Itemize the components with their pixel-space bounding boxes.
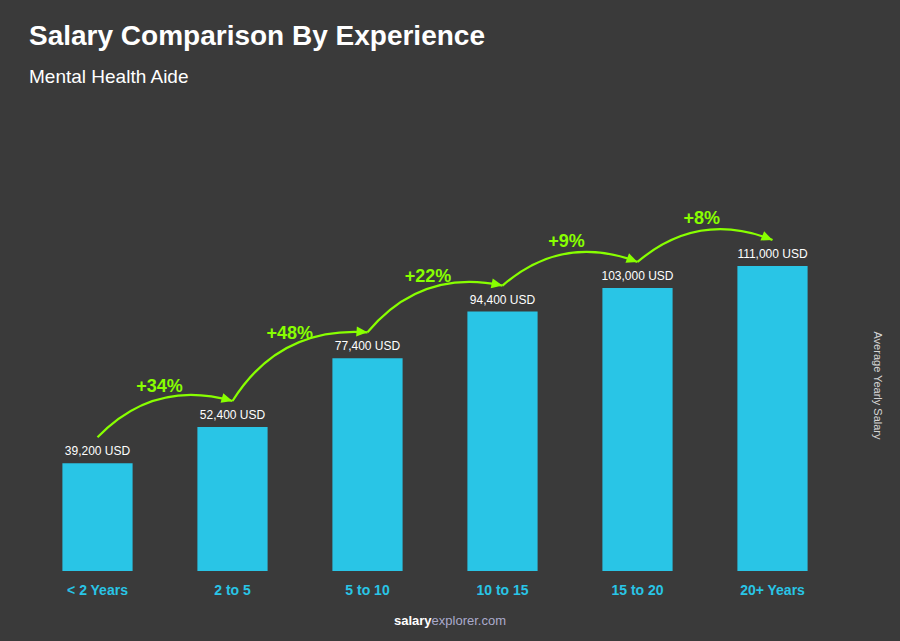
svg-text:< 2 Years: < 2 Years (67, 582, 128, 598)
svg-text:+34%: +34% (136, 376, 183, 396)
svg-text:10 to 15: 10 to 15 (476, 582, 528, 598)
svg-text:77,400 USD: 77,400 USD (335, 339, 401, 353)
svg-text:5 to 10: 5 to 10 (345, 582, 390, 598)
svg-text:15 to 20: 15 to 20 (611, 582, 663, 598)
svg-text:103,000 USD: 103,000 USD (601, 269, 673, 283)
svg-text:explorer.com: explorer.com (432, 613, 506, 628)
svg-text:39,200 USD: 39,200 USD (65, 444, 131, 458)
svg-text:2 to 5: 2 to 5 (214, 582, 251, 598)
svg-text:52,400 USD: 52,400 USD (200, 408, 266, 422)
svg-text:Average Yearly Salary: Average Yearly Salary (872, 331, 884, 440)
svg-text:94,400 USD: 94,400 USD (470, 293, 536, 307)
svg-text:Salary Comparison By Experienc: Salary Comparison By Experience (29, 20, 485, 51)
svg-text:+8%: +8% (683, 208, 720, 228)
svg-text:Mental Health Aide: Mental Health Aide (29, 66, 189, 87)
svg-text:20+ Years: 20+ Years (740, 582, 805, 598)
svg-text:+48%: +48% (266, 323, 313, 343)
svg-text:+9%: +9% (548, 231, 585, 251)
svg-text:+22%: +22% (405, 266, 452, 286)
svg-text:salary: salary (394, 613, 432, 628)
svg-text:111,000 USD: 111,000 USD (737, 247, 808, 261)
